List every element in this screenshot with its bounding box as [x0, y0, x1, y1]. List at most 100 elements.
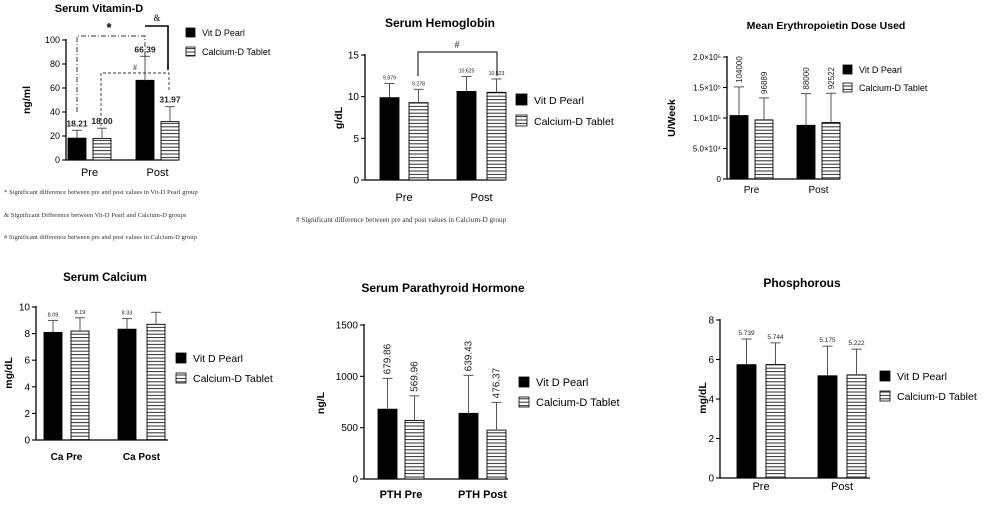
legend-swatch: [518, 396, 530, 408]
footnote-vitd-3: # Significant difference between pre and…: [4, 234, 197, 241]
chart-epo: Mean Erythropoietin Dose Used U/Week 0 5.0×…: [666, 20, 928, 196]
bar-vit-d-pearl: [67, 137, 87, 161]
y-tick-label: 10: [19, 303, 31, 314]
significance-bracket-hash: [100, 72, 170, 126]
significance-bracket-amp: [145, 25, 169, 70]
data-label: 5.739: [738, 330, 755, 337]
data-label: 5.175: [819, 337, 836, 344]
significance-hash-hb: #: [455, 40, 460, 51]
legend-label: Calcium-D Tablet: [859, 83, 928, 93]
legend-label: Vit D Pearl: [536, 377, 588, 389]
data-label: 9.278: [412, 81, 425, 87]
x-category-label: Post: [831, 481, 853, 493]
y-tick-label: 0: [24, 436, 30, 447]
legend-swatch: [175, 352, 187, 364]
y-tick-label: 80: [50, 59, 60, 69]
data-label: 88000: [802, 67, 811, 90]
footnote-hb: # Significant difference between pre and…: [296, 216, 507, 224]
bar-vit-d-pearl: [796, 124, 816, 180]
bar-vit-d-pearl: [117, 328, 137, 441]
y-tick-label: 1500: [336, 321, 359, 332]
legend-label: Vit D Pearl: [193, 353, 243, 365]
legend-label: Vit D Pearl: [859, 65, 902, 75]
legend-swatch: [515, 93, 528, 106]
data-label: 10.625: [459, 68, 475, 74]
data-label: 5.222: [848, 340, 865, 347]
data-label: 569.96: [410, 361, 421, 392]
bar-vit-d-pearl: [736, 364, 757, 479]
y-tick-label: 0: [352, 475, 358, 486]
legend-swatch: [879, 390, 891, 402]
y-tick-label: 0: [717, 175, 722, 184]
y-tick-label: 5.0×10⁴: [693, 144, 722, 153]
y-tick-label: 0: [708, 474, 714, 485]
significance-star: *: [106, 20, 112, 35]
chart-vitd: Serum Vitamin-Dng/ml02040608010018.2166.…: [21, 3, 271, 179]
legend-swatch: [842, 64, 853, 75]
chart-title: Serum Parathyroid Hormone: [361, 281, 525, 295]
legend-label: Vit D Pearl: [202, 28, 245, 38]
bar-vit-d-pearl: [379, 97, 400, 181]
y-tick-label: 2: [24, 409, 30, 420]
chart-title: Phosphorous: [763, 276, 841, 290]
y-tick-label: 500: [341, 423, 358, 434]
legend-label: Calcium-D Tablet: [534, 116, 614, 128]
bar-calcium-d-tablet: [754, 119, 774, 180]
significance-hash: #: [133, 63, 137, 72]
bar-calcium-d-tablet: [408, 102, 429, 181]
y-tick-label: 6: [24, 356, 30, 367]
data-label: 5.744: [767, 334, 784, 341]
chart-title: Mean Erythropoietin Dose Used: [747, 20, 906, 32]
data-label: 9.879: [383, 76, 396, 82]
x-category-label: PTH Post: [458, 489, 507, 501]
y-tick-label: 100: [45, 35, 60, 45]
y-axis-label: ng/ml: [21, 86, 33, 114]
data-label: 96889: [760, 71, 769, 94]
data-label: 18.00: [91, 116, 113, 126]
x-category-label: PTH Pre: [380, 489, 423, 501]
y-tick-label: 1.5×10⁵: [693, 83, 721, 92]
y-tick-label: 2.0×10⁵: [693, 53, 721, 62]
y-axis-label: mg/dL: [697, 382, 709, 414]
x-category-label: Pre: [752, 481, 769, 493]
y-axis-label: g/dL: [333, 106, 345, 129]
bar-calcium-d-tablet: [160, 121, 180, 161]
y-tick-label: 10: [348, 92, 360, 103]
chart-ca: Serum Calcium mg/dL 0 2 4 6 8 10 8.09 8.33 8.19 Ca …: [3, 272, 273, 463]
legend-swatch: [842, 82, 853, 93]
y-axis-label: U/Week: [666, 99, 678, 137]
bar-calcium-d-tablet: [92, 137, 112, 161]
legend-swatch: [879, 370, 891, 382]
chart-title: Serum Hemoglobin: [385, 16, 495, 30]
y-tick-label: 4: [24, 382, 30, 393]
bar-vit-d-pearl: [729, 115, 749, 180]
y-tick-label: 0: [353, 176, 359, 187]
data-label: 639.43: [464, 340, 475, 371]
legend-label: Calcium-D Tablet: [202, 47, 271, 57]
x-category-label: Post: [808, 185, 828, 196]
bar-calcium-d-tablet: [146, 323, 166, 441]
data-label: 104000: [735, 56, 744, 83]
y-tick-label: 2: [708, 434, 714, 445]
y-tick-label: 20: [50, 131, 60, 141]
legend-label: Calcium-D Tablet: [193, 373, 273, 385]
legend-swatch: [185, 27, 196, 38]
bar-vit-d-pearl: [458, 412, 479, 480]
x-category-label: Pre: [81, 167, 98, 179]
data-label: 8.09: [48, 312, 59, 318]
legend-label: Vit D Pearl: [534, 95, 584, 107]
legend-swatch: [518, 376, 530, 388]
data-label: 476.37: [492, 367, 503, 398]
bar-vit-d-pearl: [377, 408, 398, 480]
significance-amp: &: [153, 13, 160, 23]
legend-label: Calcium-D Tablet: [536, 397, 620, 409]
x-category-label: Pre: [744, 185, 760, 196]
significance-bracket-star: [76, 35, 146, 112]
y-tick-label: 40: [50, 107, 60, 117]
chart-title: Serum Calcium: [63, 272, 147, 284]
y-tick-label: 1000: [336, 372, 359, 383]
legend-label: Calcium-D Tablet: [897, 391, 977, 403]
chart-hb: Serum Hemoglobin g/dL 0 5 10 15 9.879 10.625 9.2…: [333, 16, 614, 204]
bar-calcium-d-tablet: [486, 91, 507, 181]
